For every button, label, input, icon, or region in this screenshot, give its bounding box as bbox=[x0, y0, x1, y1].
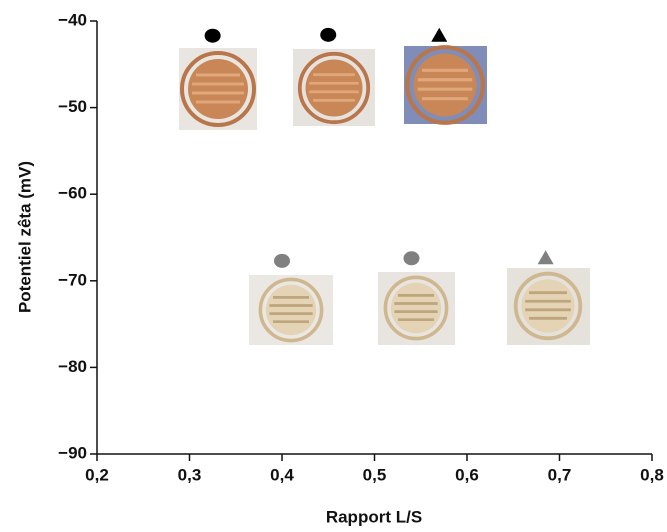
y-tick-label: −60 bbox=[58, 184, 87, 203]
x-axis-label: Rapport L/S bbox=[326, 507, 422, 526]
x-tick-label: 0,4 bbox=[270, 465, 294, 484]
y-tick-label: −80 bbox=[58, 357, 87, 376]
y-tick-label: −70 bbox=[58, 270, 87, 289]
x-tick-label: 0,3 bbox=[178, 465, 202, 484]
point bbox=[320, 27, 337, 42]
y-tick-label: −90 bbox=[58, 443, 87, 462]
photo bbox=[378, 272, 455, 345]
photo bbox=[179, 48, 257, 130]
y-tick-label: −50 bbox=[58, 97, 87, 116]
point bbox=[537, 250, 554, 265]
point bbox=[431, 27, 448, 42]
y-tick-label: −40 bbox=[58, 10, 87, 29]
x-tick-label: 0,7 bbox=[548, 465, 572, 484]
x-tick-label: 0,8 bbox=[640, 465, 664, 484]
y-axis-label: Potentiel zêta (mV) bbox=[15, 161, 34, 313]
photo bbox=[404, 46, 487, 124]
x-tick-label: 0,5 bbox=[363, 465, 387, 484]
point bbox=[204, 28, 221, 43]
x-tick-label: 0,2 bbox=[85, 465, 109, 484]
point bbox=[403, 251, 420, 266]
point bbox=[274, 253, 290, 268]
photo bbox=[507, 268, 590, 345]
photo bbox=[293, 49, 375, 126]
photo bbox=[249, 275, 333, 345]
x-tick-label: 0,6 bbox=[455, 465, 479, 484]
